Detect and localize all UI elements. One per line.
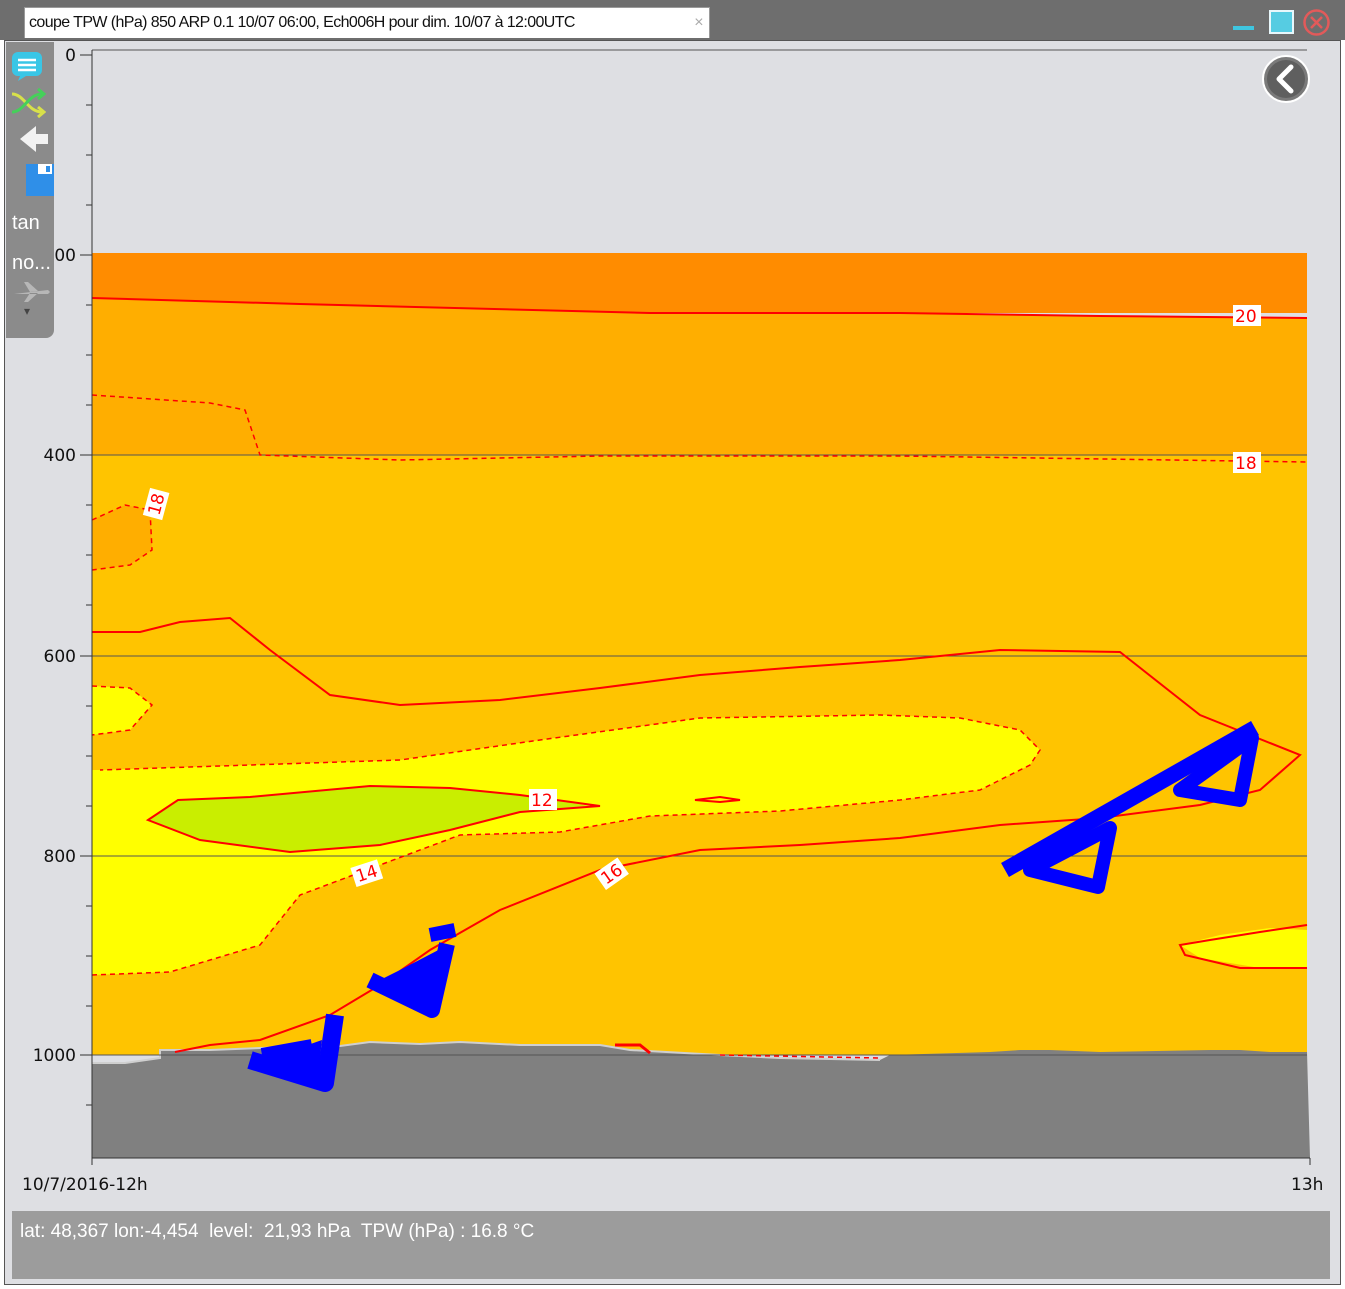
toolbar-label-no: no...: [12, 252, 51, 274]
contour-18-left: [91, 504, 153, 571]
toolbar-label-tan: tan: [12, 212, 40, 234]
x-label-end: 13h: [1291, 1175, 1324, 1195]
title-bar: coupe TPW (hPa) 850 ARP 0.1 10/07 06:00,…: [0, 0, 1345, 40]
contour-12: [145, 784, 601, 854]
minimize-icon[interactable]: [1233, 26, 1254, 30]
save-icon[interactable]: [24, 162, 56, 198]
y-tick-800: 800: [44, 847, 76, 867]
status-readout: lat: 48,367 lon:-4,454 level: 21,93 hPa …: [20, 1221, 535, 1242]
y-tick-0: 0: [65, 46, 76, 66]
wind-barb-low-1-fill: [265, 1040, 322, 1075]
contour-small-loop: [694, 795, 741, 804]
close-icon[interactable]: [1302, 8, 1331, 37]
list-icon[interactable]: [10, 50, 44, 82]
contour-label-18-right: 18: [1235, 454, 1257, 474]
terrain-edge: [92, 1040, 881, 1064]
status-panel: lat: 48,367 lon:-4,454 level: 21,93 hPa …: [12, 1211, 1330, 1279]
terrain: [92, 1042, 1310, 1158]
maximize-icon[interactable]: [1269, 10, 1294, 34]
patch-orange-left: [92, 505, 152, 570]
contour-label-20: 20: [1235, 307, 1257, 327]
patch-yellow-green: [148, 786, 590, 852]
y-tick-600: 600: [44, 647, 76, 667]
contour-right-loop: [1178, 924, 1308, 969]
contour-surface: [615, 1043, 651, 1055]
x-label-start: 10/7/2016-12h: [22, 1175, 148, 1195]
wind-barb-right: [1001, 721, 1259, 894]
wind-barb-low-2-fill: [370, 945, 448, 1012]
y-tick-400: 400: [44, 446, 76, 466]
chevron-left-circle-icon[interactable]: [1262, 55, 1310, 103]
tab-title: coupe TPW (hPa) 850 ARP 0.1 10/07 06:00,…: [29, 14, 575, 31]
plane-icon[interactable]: [12, 280, 52, 304]
dropdown-arrow-icon[interactable]: ▾: [24, 304, 31, 318]
band-orange-left: [92, 395, 260, 455]
side-toolbar: tan no... ▾: [6, 42, 54, 338]
contour-14-dashed: [91, 685, 154, 736]
shuffle-icon[interactable]: [10, 88, 46, 118]
band-orange: [92, 298, 1307, 460]
patch-yellow-right: [1180, 928, 1307, 968]
contour-label-12: 12: [531, 791, 553, 811]
contour-20: [91, 297, 1308, 319]
tab-close-icon[interactable]: ×: [694, 14, 703, 31]
contour-18-dashed: [91, 394, 1308, 463]
contour-16-upper: [92, 616, 1302, 1053]
contour-14-main: [91, 714, 1041, 976]
back-arrow-icon[interactable]: [16, 124, 50, 154]
y-tick-1000: 1000: [33, 1046, 76, 1066]
tab-coupe-tpw[interactable]: coupe TPW (hPa) 850 ARP 0.1 10/07 06:00,…: [24, 7, 710, 38]
